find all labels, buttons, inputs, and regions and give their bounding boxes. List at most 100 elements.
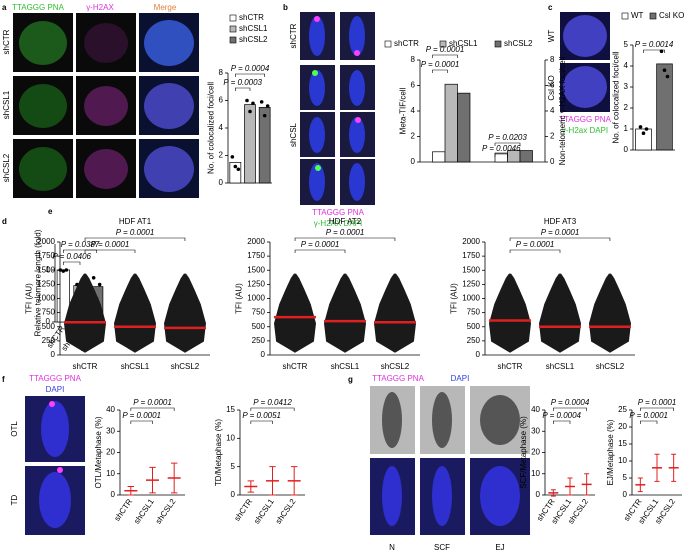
- image-label: DAPI: [451, 374, 470, 383]
- y-tick-label: 250: [252, 336, 266, 345]
- bar: [229, 162, 242, 184]
- y2-tick-label: 8: [550, 55, 555, 64]
- significance-bracket: [553, 420, 571, 424]
- y-tick-label: 750: [252, 308, 266, 317]
- bar: [258, 107, 271, 184]
- y-tick-label: 8: [219, 68, 224, 77]
- y-tick-label: 5: [624, 40, 629, 49]
- x-tick-label: shCSL1: [546, 362, 575, 371]
- p-value: P = 0.0001: [133, 398, 172, 407]
- y-tick-label: 500: [42, 322, 56, 331]
- y-tick-label: 2: [624, 103, 629, 112]
- error-bar: [671, 453, 677, 482]
- legend-swatch: [621, 12, 629, 20]
- x-tick-label: shCSL1: [252, 497, 276, 526]
- significance-bracket: [235, 73, 265, 77]
- significance-bracket: [130, 420, 153, 424]
- y-axis-label: SCF/Metaphase (%): [519, 416, 528, 489]
- significance-bracket: [494, 142, 521, 146]
- y-tick-label: 15: [618, 439, 627, 448]
- chart-title: HDF AT1: [119, 217, 152, 226]
- image-label: OTL: [10, 421, 19, 437]
- y-tick-label: 1750: [37, 251, 55, 260]
- y-axis-label: No. of colocalized foci/cell: [207, 82, 216, 174]
- significance-bracket: [294, 249, 346, 253]
- image-label: N: [389, 543, 395, 552]
- legend-label: shCSL1: [449, 39, 478, 48]
- panel-letter: e: [48, 207, 53, 216]
- x-tick-label: shCSL1: [121, 362, 150, 371]
- error-bar: [149, 466, 156, 494]
- panel-letter: a: [2, 3, 7, 12]
- y-tick-label: 1500: [462, 265, 480, 274]
- error-bar: [290, 466, 298, 496]
- dot-cloud: [114, 273, 156, 353]
- dot-cloud: [274, 273, 316, 353]
- data-point: [245, 98, 249, 103]
- y-tick-label: 2: [219, 151, 224, 160]
- x-tick-label: shCSL2: [596, 362, 625, 371]
- chart-title: HDF AT2: [329, 217, 362, 226]
- panel-letter: f: [2, 375, 5, 384]
- p-value: P = 0.0387: [61, 240, 100, 249]
- y2-tick-label: 2: [550, 132, 555, 141]
- image-label: TD: [10, 494, 19, 505]
- p-value: P = 0.0001: [122, 411, 161, 420]
- legend-label: shCSL2: [504, 39, 533, 48]
- image-label: shCSL: [289, 122, 298, 147]
- y-tick-label: 0: [624, 145, 629, 154]
- y-tick-label: 10: [226, 433, 235, 442]
- image-label: TTAGGG PNA: [29, 374, 82, 383]
- significance-bracket: [235, 87, 251, 91]
- error-bar: [584, 473, 590, 496]
- error-bar: [127, 486, 135, 496]
- x-tick-label: shCSL2: [171, 362, 200, 371]
- data-point: [641, 131, 646, 135]
- p-value: P = 0.0001: [421, 60, 460, 69]
- y-tick-label: 4: [624, 61, 629, 70]
- y-tick-label: 500: [252, 322, 266, 331]
- bar: [457, 92, 471, 163]
- significance-bracket: [432, 54, 458, 58]
- p-value: P = 0.0051: [242, 411, 281, 420]
- x-tick-label: shCSL1: [132, 497, 156, 526]
- data-point: [265, 104, 270, 108]
- p-value: P = 0.0001: [91, 240, 130, 249]
- image-label: shCSL2: [2, 153, 11, 182]
- y-tick-label: 0: [231, 490, 236, 499]
- y-tick-label: 1250: [37, 279, 55, 288]
- dot-cloud: [64, 273, 106, 353]
- y-tick-label: 500: [467, 322, 481, 331]
- legend-label: shCTR: [394, 39, 419, 48]
- legend-swatch: [229, 14, 237, 22]
- y-tick-label: 0: [623, 490, 628, 499]
- y-tick-label: 0: [261, 350, 266, 359]
- y-tick-label: 250: [467, 336, 481, 345]
- y-tick-label: 20: [618, 422, 627, 431]
- y-tick-label: 5: [623, 473, 628, 482]
- y-tick-label: 5: [231, 462, 236, 471]
- y-tick-label: 2000: [462, 237, 480, 246]
- bar: [244, 104, 256, 184]
- y-axis-label: TFI (AU): [25, 283, 34, 314]
- data-point: [233, 164, 238, 169]
- y-tick-label: 20: [531, 448, 540, 457]
- image-label: shCTR: [2, 29, 11, 54]
- significance-bracket: [250, 407, 295, 411]
- error-bar: [170, 462, 178, 494]
- y-axis-label: OTL/Metaphase (%): [94, 416, 103, 488]
- x-tick-label: shCSL2: [154, 497, 178, 526]
- y-tick-label: 3: [624, 82, 629, 91]
- bar: [656, 63, 673, 151]
- legend-label: shCSL2: [239, 35, 268, 44]
- y-tick-label: 250: [42, 336, 56, 345]
- data-point: [236, 167, 241, 172]
- y-tick-label: 1500: [247, 265, 265, 274]
- data-point: [644, 127, 649, 131]
- data-point: [230, 155, 235, 159]
- x-tick-label: shCTR: [113, 497, 135, 523]
- panel-letter: c: [548, 3, 553, 12]
- significance-bracket: [63, 261, 81, 265]
- y-tick-label: 4: [411, 106, 416, 115]
- significance-bracket: [494, 153, 508, 157]
